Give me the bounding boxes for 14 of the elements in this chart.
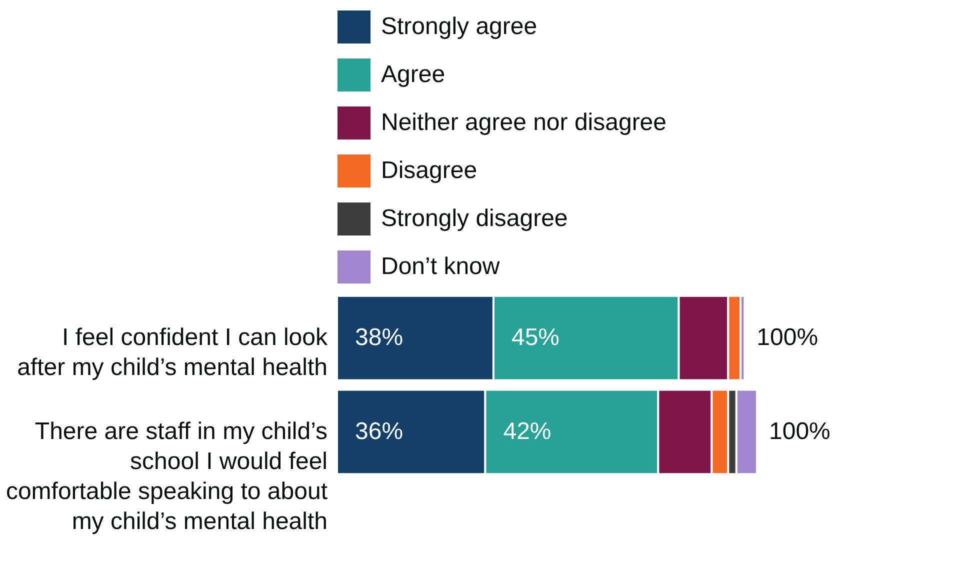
data-label: 42%	[503, 418, 552, 445]
y-tick-label: There are staff in my child’s school I would feel comfortable speaking to about my child’s mental health	[6, 418, 328, 535]
legend-label: Don’t know	[381, 253, 500, 280]
data-label: 38%	[355, 324, 404, 352]
data-label: 36%	[355, 418, 404, 445]
legend-label: Disagree	[381, 157, 478, 184]
data-label: 45%	[511, 324, 560, 352]
legend-label: Agree	[381, 61, 446, 88]
legend-label: Strongly agree	[381, 13, 538, 40]
legend-label: Strongly disagree	[381, 205, 568, 232]
y-tick-label: I feel confident I can look after my child’s mental health	[17, 324, 328, 382]
legend-label: Neither agree nor disagree	[381, 109, 667, 136]
total-label: 100%	[756, 324, 818, 352]
total-label: 100%	[769, 418, 830, 445]
